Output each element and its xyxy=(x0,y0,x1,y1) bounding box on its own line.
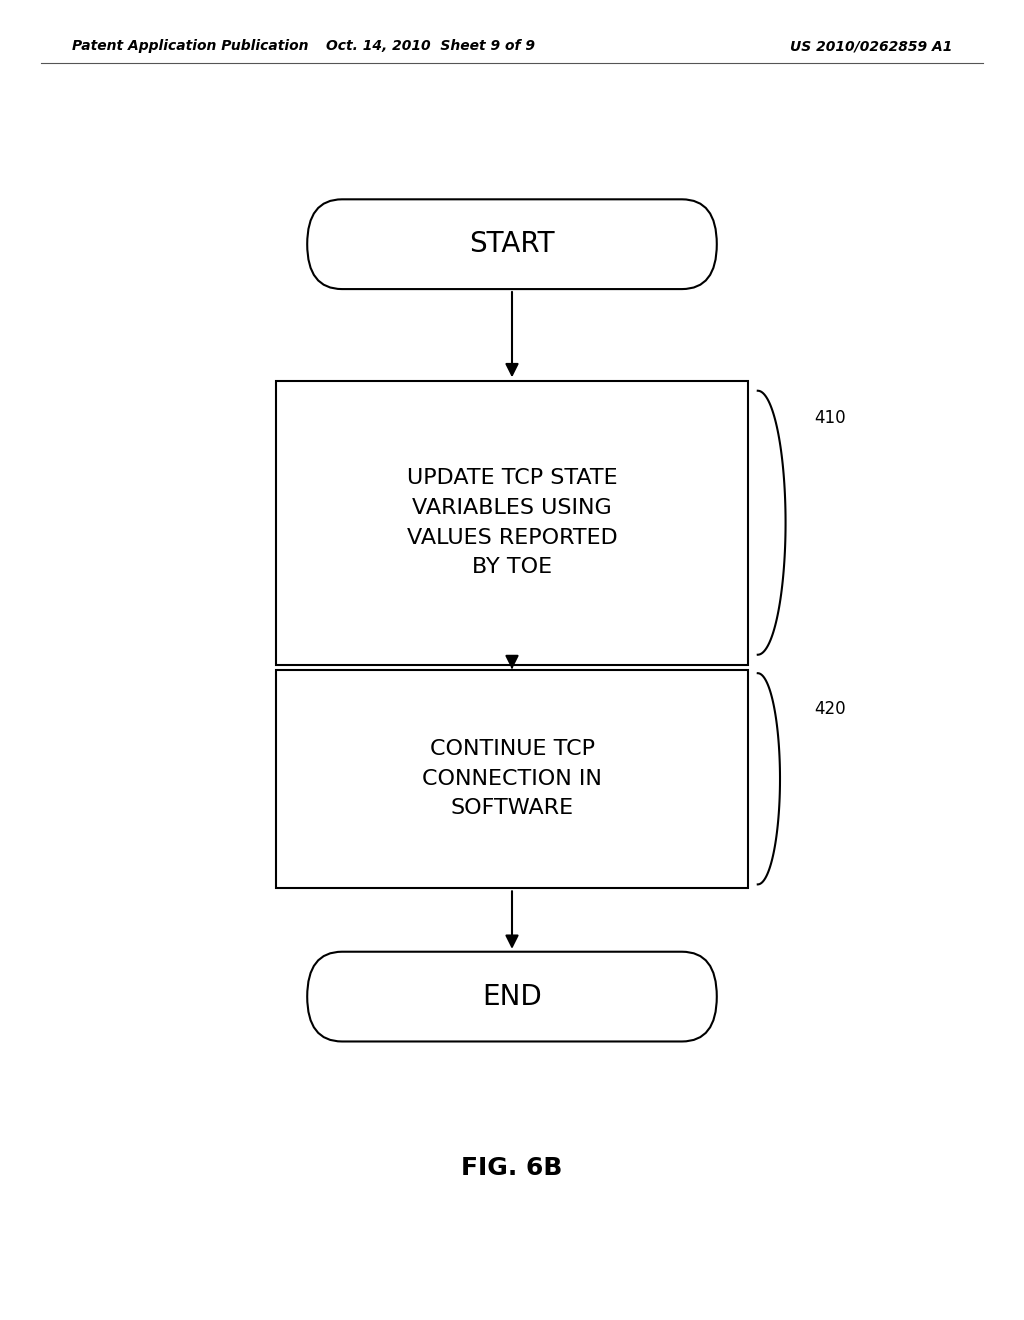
Text: CONTINUE TCP
CONNECTION IN
SOFTWARE: CONTINUE TCP CONNECTION IN SOFTWARE xyxy=(422,739,602,818)
Text: US 2010/0262859 A1: US 2010/0262859 A1 xyxy=(790,40,952,53)
Text: 420: 420 xyxy=(814,700,846,718)
Text: UPDATE TCP STATE
VARIABLES USING
VALUES REPORTED
BY TOE: UPDATE TCP STATE VARIABLES USING VALUES … xyxy=(407,469,617,577)
Text: END: END xyxy=(482,982,542,1011)
Text: Patent Application Publication: Patent Application Publication xyxy=(72,40,308,53)
Text: START: START xyxy=(469,230,555,259)
FancyBboxPatch shape xyxy=(307,199,717,289)
Text: 410: 410 xyxy=(814,409,846,428)
Text: Oct. 14, 2010  Sheet 9 of 9: Oct. 14, 2010 Sheet 9 of 9 xyxy=(326,40,535,53)
Text: FIG. 6B: FIG. 6B xyxy=(462,1156,562,1180)
Bar xyxy=(276,380,748,665)
Bar xyxy=(276,671,748,888)
FancyBboxPatch shape xyxy=(307,952,717,1041)
